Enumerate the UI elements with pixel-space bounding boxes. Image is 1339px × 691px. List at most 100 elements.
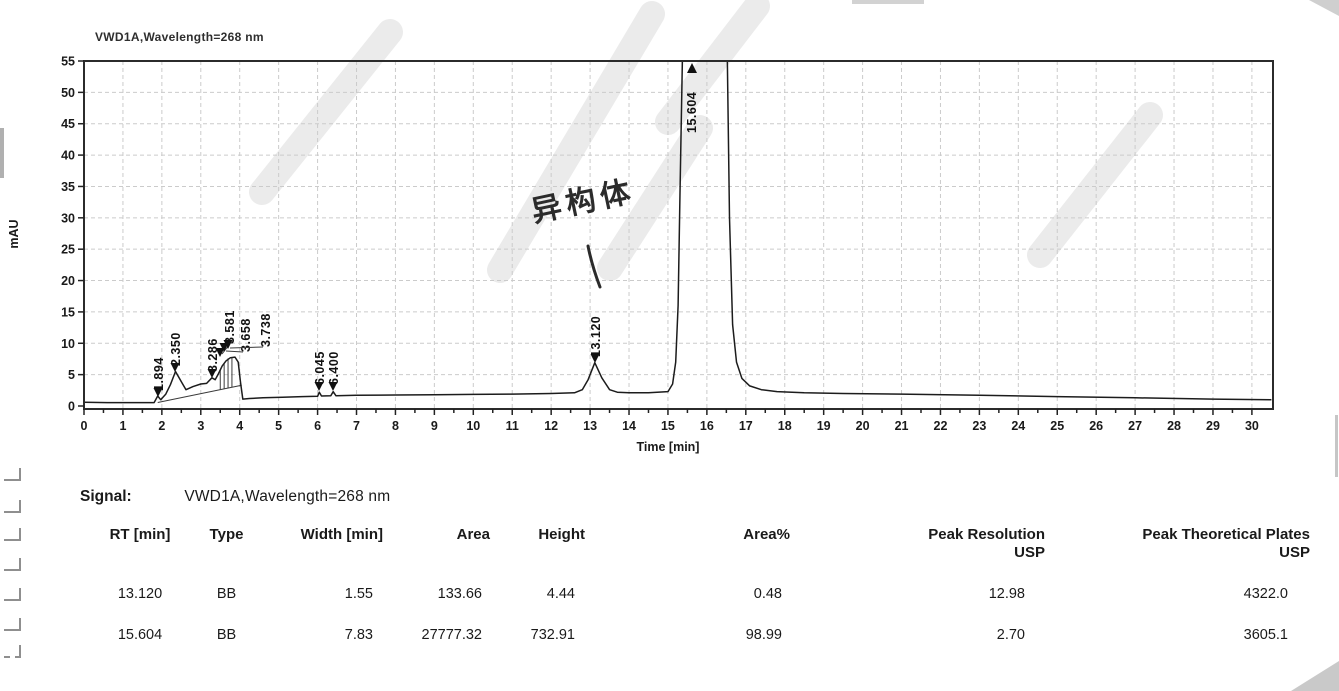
result-cell: 27777.32 [421, 627, 482, 643]
result-cell: 98.99 [745, 627, 782, 643]
svg-text:20: 20 [61, 274, 75, 288]
axis-tick-labels: 0 1 2 3 4 5 6 7 8 9 10 11 12 13 14 15 16 17 18 19 20 21 22 23 24… [61, 55, 1259, 433]
svg-text:12: 12 [544, 419, 558, 433]
result-cell: 12.98 [988, 586, 1025, 602]
svg-text:30: 30 [1245, 419, 1259, 433]
svg-text:21: 21 [895, 419, 909, 433]
svg-text:15: 15 [661, 419, 675, 433]
peak-rt-label: 3.738 [259, 313, 273, 347]
result-cell: 4.44 [546, 586, 575, 602]
scan-artifact-left-sliver [0, 128, 4, 178]
result-cell: 3605.1 [1243, 627, 1288, 643]
binding-mark [4, 468, 21, 481]
svg-text:0: 0 [68, 400, 75, 414]
chromatogram-plot-svg: 0 1 2 3 4 5 6 7 8 9 10 11 12 13 14 15 16 17 18 19 20 21 22 23 24… [7, 0, 1274, 454]
svg-text:19: 19 [817, 419, 831, 433]
signal-value: VWD1A,Wavelength=268 nm [184, 488, 391, 505]
svg-text:16: 16 [700, 419, 714, 433]
svg-text:7: 7 [353, 419, 360, 433]
result-cell: 1.55 [344, 586, 373, 602]
column-header: Area% [743, 526, 790, 543]
svg-text:5: 5 [275, 419, 282, 433]
chart-title: VWD1A,Wavelength=268 nm [95, 30, 264, 44]
svg-text:4: 4 [236, 419, 243, 433]
svg-text:27: 27 [1128, 419, 1142, 433]
svg-text:50: 50 [61, 86, 75, 100]
result-cell: 13.120 [117, 586, 163, 602]
svg-text:35: 35 [61, 180, 75, 194]
svg-text:3: 3 [197, 419, 204, 433]
svg-text:55: 55 [61, 55, 75, 69]
peak-marker-down [207, 369, 217, 378]
peak-marker-down [223, 340, 233, 349]
binding-mark [4, 588, 21, 601]
svg-text:25: 25 [61, 243, 75, 257]
result-cell: 4322.0 [1243, 586, 1288, 602]
result-cell: 0.48 [753, 586, 782, 602]
binding-mark [4, 528, 21, 541]
column-header: RT [min] [109, 526, 171, 543]
result-cell: 732.91 [530, 627, 575, 643]
binding-mark [4, 618, 21, 631]
scan-artifact-right-sliver [1335, 415, 1338, 477]
svg-text:30: 30 [61, 211, 75, 225]
svg-text:26: 26 [1089, 419, 1103, 433]
svg-text:29: 29 [1206, 419, 1220, 433]
svg-text:40: 40 [61, 149, 75, 163]
peak-rt-label: 3.581 [223, 310, 237, 344]
svg-text:25: 25 [1050, 419, 1064, 433]
x-axis-title: Time [min] [637, 440, 700, 454]
peak-rt-label: 1.894 [152, 357, 166, 391]
signal-row: Signal: VWD1A,Wavelength=268 nm [80, 488, 390, 506]
svg-text:2: 2 [158, 419, 165, 433]
watermark-strokes [249, 0, 1163, 283]
peak-marker-down [153, 388, 163, 397]
svg-text:15: 15 [61, 305, 75, 319]
svg-text:10: 10 [466, 419, 480, 433]
svg-text:14: 14 [622, 419, 636, 433]
column-header: Height [538, 526, 585, 543]
svg-text:22: 22 [934, 419, 948, 433]
svg-text:9: 9 [431, 419, 438, 433]
svg-text:6: 6 [314, 419, 321, 433]
result-cell: 7.83 [344, 627, 373, 643]
column-header: Peak Resolution USP [928, 526, 1045, 561]
scan-artifact-corner-bottom-right [1291, 661, 1339, 691]
result-cell: BB [216, 586, 237, 602]
y-axis-title: mAU [7, 219, 21, 248]
svg-text:10: 10 [61, 337, 75, 351]
svg-text:0: 0 [81, 419, 88, 433]
binding-mark [4, 645, 21, 658]
signal-trace [84, 61, 1272, 404]
binding-mark [4, 500, 21, 513]
peak-marker-down [170, 363, 180, 372]
peak-rt-label: 3.658 [239, 318, 253, 352]
column-header: Area [456, 526, 490, 543]
scan-artifact-corner-top-right [1309, 0, 1339, 16]
result-cell: 2.70 [996, 627, 1025, 643]
axis-ticks [78, 60, 1253, 415]
svg-text:8: 8 [392, 419, 399, 433]
result-cell: 133.66 [437, 586, 482, 602]
peak-rt-label: 15.604 [685, 92, 699, 133]
peak-rt-label: 3.286 [206, 338, 220, 372]
peak-marker-down [328, 382, 338, 391]
svg-text:23: 23 [972, 419, 986, 433]
svg-text:24: 24 [1011, 419, 1025, 433]
svg-text:20: 20 [856, 419, 870, 433]
column-header: Width [min] [300, 526, 383, 543]
svg-text:1: 1 [119, 419, 126, 433]
svg-text:28: 28 [1167, 419, 1181, 433]
peak-marker-down [314, 382, 324, 391]
peak-rt-label: 2.350 [169, 332, 183, 366]
peak-marker-down [215, 348, 225, 357]
column-header: Type [209, 526, 244, 543]
column-header: Peak Theoretical Plates USP [1142, 526, 1310, 561]
peak-marker-down [590, 354, 600, 363]
binding-mark [4, 558, 21, 571]
peak-rt-label: 6.045 [313, 351, 327, 385]
chromatogram-chart: 0 1 2 3 4 5 6 7 8 9 10 11 12 13 14 15 16 17 18 19 20 21 22 23 24… [7, 0, 1274, 454]
svg-text:17: 17 [739, 419, 753, 433]
